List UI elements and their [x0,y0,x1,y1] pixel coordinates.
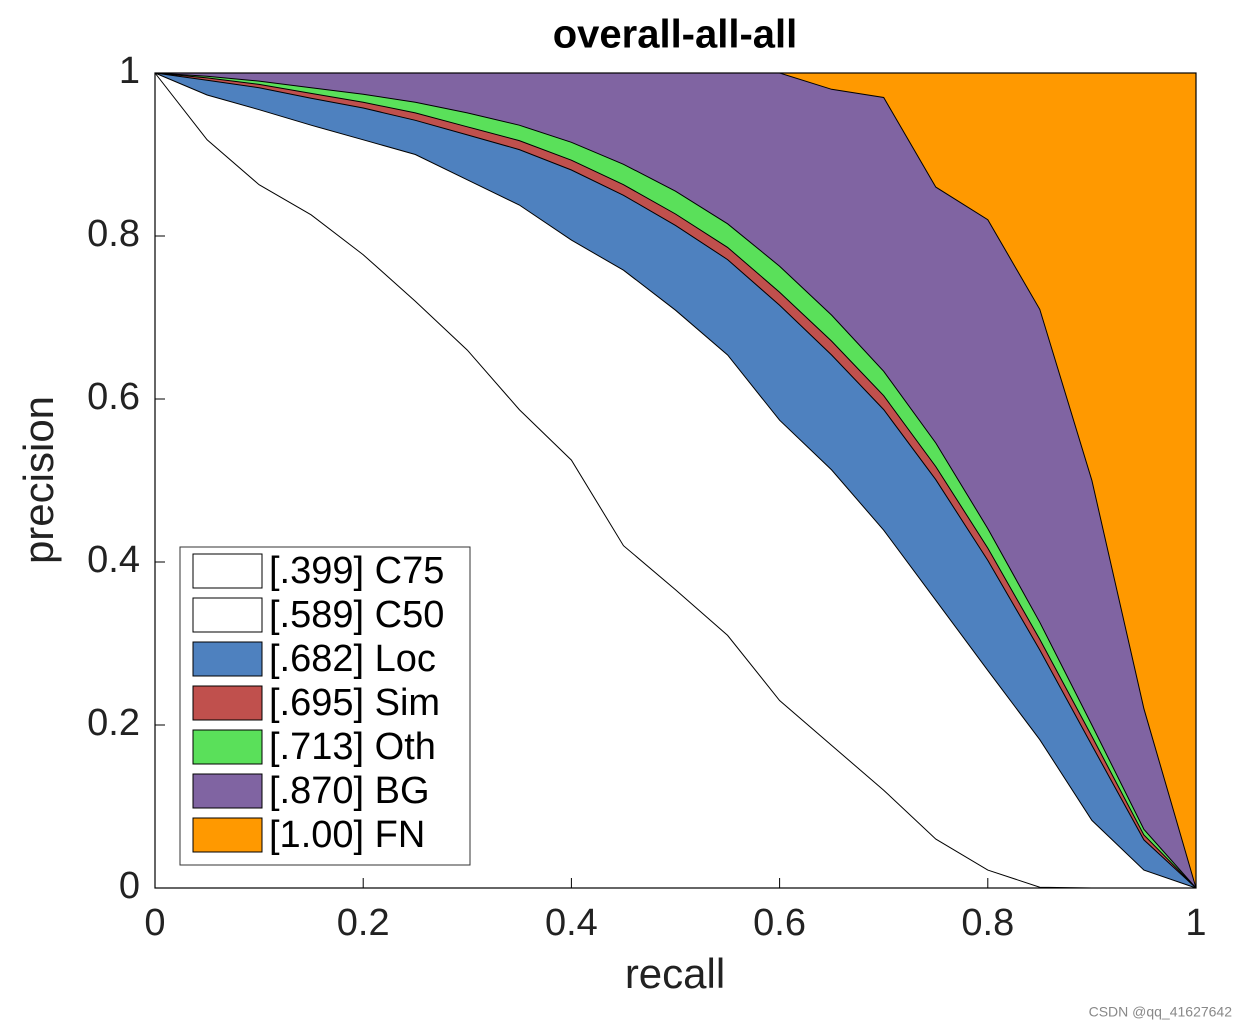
legend-label: [.682] Loc [269,638,436,680]
legend-label: [.870] BG [269,770,430,812]
x-tick-label: 0.8 [961,902,1014,944]
legend-label: [1.00] FN [269,814,425,856]
legend-swatch [192,817,263,853]
legend-swatch [192,597,263,633]
y-tick-label: 0.8 [87,213,140,255]
legend-label: [.589] C50 [269,594,444,636]
x-axis-label: recall [625,950,725,997]
y-tick-label: 1 [119,50,140,92]
area-outline [154,72,1197,889]
y-tick-label: 0.4 [87,539,140,581]
x-tick-label: 0.6 [753,902,806,944]
legend-swatch [192,641,263,677]
y-tick-label: 0.6 [87,376,140,418]
watermark: CSDN @qq_41627642 [1089,1004,1233,1020]
chart-title: overall-all-all [553,13,798,57]
x-tick-label: 1 [1185,902,1206,944]
x-tick-label: 0.4 [545,902,598,944]
area-outline [154,72,1196,889]
legend-swatch [192,685,263,721]
plot-frame [154,72,1197,889]
legend-swatch [192,773,263,809]
legend-swatch [192,553,263,589]
legend-swatch [192,729,263,765]
legend-label: [.399] C75 [269,550,444,592]
legend-label: [.713] Oth [269,726,436,768]
area-outline [154,72,1197,889]
area-outline [154,72,1197,889]
legend-label: [.695] Sim [269,682,440,724]
area-outline [154,72,1197,889]
y-axis-label: precision [15,396,62,564]
y-tick-label: 0.2 [87,702,140,744]
x-tick-label: 0.2 [337,902,390,944]
y-tick-label: 0 [119,865,140,907]
x-tick-label: 0 [144,902,165,944]
